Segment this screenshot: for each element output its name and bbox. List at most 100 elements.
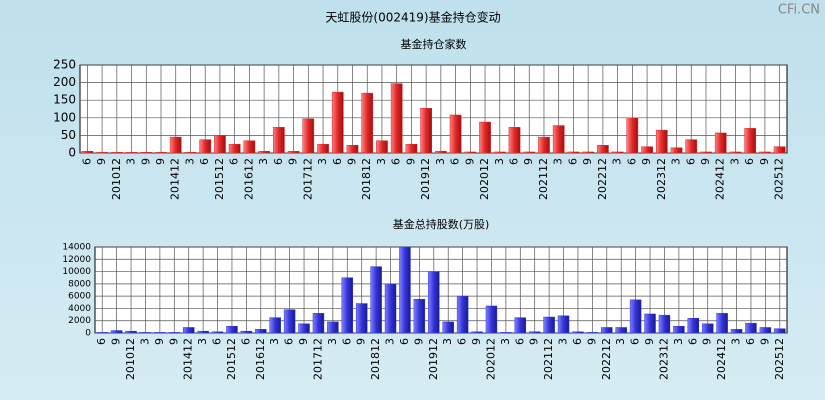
x-tick-label: 9 [758, 158, 771, 165]
bar [700, 151, 712, 154]
plot-area [94, 246, 788, 334]
bar [327, 321, 339, 334]
bar [255, 329, 267, 334]
x-tick-label: 9 [585, 338, 598, 345]
y-tick-label: 250 [53, 58, 76, 72]
bar [197, 330, 209, 334]
chart-title: 基金总持股数(万股) [393, 217, 490, 231]
x-tick-label: 6 [686, 338, 699, 345]
x-tick-label: 201412 [169, 158, 182, 200]
x-tick-label: 3 [614, 338, 627, 345]
x-tick-label: 9 [522, 158, 535, 165]
bar [714, 132, 727, 154]
y-tick-label: 200 [53, 75, 76, 89]
y-tick-label: 8000 [68, 279, 91, 289]
x-tick-label: 6 [390, 158, 403, 165]
x-tick-label: 3 [730, 338, 743, 345]
chart-title: 基金持仓家数 [401, 37, 467, 51]
x-tick-label: 6 [566, 158, 579, 165]
bar [168, 332, 181, 334]
x-tick-label: 6 [449, 158, 462, 165]
bar [597, 145, 609, 154]
bar [611, 151, 624, 154]
y-tick-label: 2000 [68, 316, 91, 326]
x-tick-label: 201612 [254, 338, 267, 380]
bar [523, 151, 536, 154]
x-tick-label: 9 [139, 158, 152, 165]
bar [500, 332, 512, 334]
x-tick-label: 9 [701, 338, 714, 345]
x-tick-label: 9 [287, 158, 300, 165]
bar [399, 246, 411, 334]
y-tick-label: 50 [61, 128, 76, 142]
bar [479, 121, 491, 154]
x-tick-label: 3 [493, 158, 506, 165]
bar [730, 329, 743, 334]
bar [154, 332, 166, 334]
x-tick-label: 3 [375, 158, 388, 165]
x-tick-label: 202112 [542, 338, 555, 380]
bar [214, 135, 226, 154]
bar [125, 152, 138, 154]
bar [745, 322, 757, 334]
bar [81, 150, 94, 154]
x-tick-label: 6 [456, 338, 469, 345]
bar [685, 139, 698, 154]
x-tick-label: 6 [80, 158, 93, 165]
bar [582, 151, 595, 154]
x-tick-label: 9 [581, 158, 594, 165]
x-tick-label: 202012 [478, 158, 491, 200]
y-tick-label: 150 [53, 93, 76, 107]
bar [442, 321, 454, 334]
x-tick-label: 9 [153, 338, 166, 345]
y-tick-label: 10000 [62, 267, 91, 277]
bar [493, 151, 506, 154]
bar [243, 140, 256, 154]
bar [485, 305, 498, 334]
x-tick-label: 202312 [657, 338, 670, 380]
bar [670, 147, 683, 154]
x-tick-label: 3 [499, 338, 512, 345]
watermark: CFi.CN [778, 3, 820, 18]
x-tick-label: 202512 [773, 158, 786, 200]
bar [182, 327, 195, 334]
x-tick-label: 9 [640, 158, 653, 165]
plot-area [79, 64, 788, 154]
bar [538, 136, 550, 154]
x-tick-label: 9 [470, 338, 483, 345]
x-tick-label: 6 [211, 338, 224, 345]
x-tick-label: 202512 [773, 338, 786, 380]
x-tick-label: 3 [326, 338, 339, 345]
x-tick-label: 202112 [537, 158, 550, 200]
bar [552, 125, 565, 154]
bar [199, 139, 212, 154]
bar [729, 151, 742, 154]
bar [269, 317, 281, 334]
bar [226, 325, 238, 334]
bar [384, 283, 397, 334]
bar [272, 127, 285, 154]
x-tick-label: 9 [699, 158, 712, 165]
bar [125, 330, 137, 334]
x-tick-label: 3 [552, 158, 565, 165]
x-tick-label: 201912 [419, 158, 432, 200]
bar [110, 152, 123, 154]
x-tick-label: 9 [404, 158, 417, 165]
x-tick-label: 6 [272, 158, 285, 165]
bar [287, 150, 300, 154]
bar [96, 152, 108, 154]
x-tick-label: 9 [758, 338, 771, 345]
x-tick-label: 201512 [213, 158, 226, 200]
x-tick-label: 6 [513, 338, 526, 345]
x-tick-label: 201012 [110, 158, 123, 200]
x-tick-label: 6 [744, 338, 757, 345]
bar [543, 316, 555, 334]
bar [508, 127, 521, 154]
x-tick-label: 202012 [484, 338, 497, 380]
bar [355, 303, 368, 334]
x-tick-label: 6 [228, 158, 241, 165]
bar [302, 118, 315, 154]
bar [376, 140, 388, 154]
bar [615, 327, 627, 334]
